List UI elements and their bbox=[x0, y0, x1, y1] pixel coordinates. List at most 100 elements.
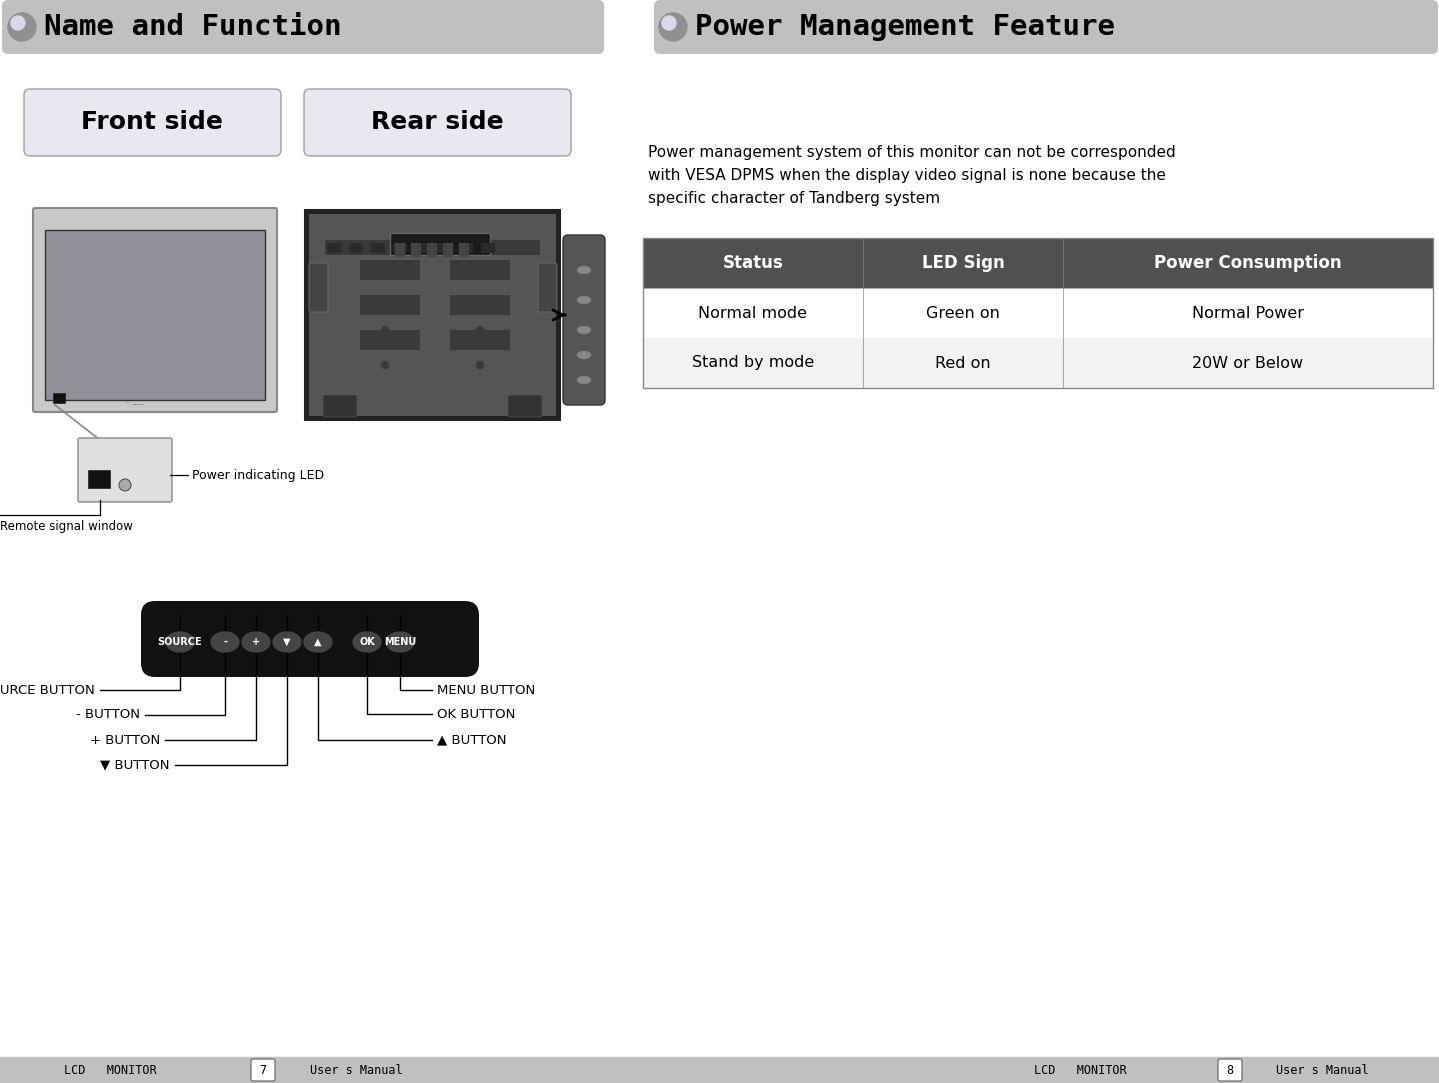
Ellipse shape bbox=[386, 632, 414, 652]
Ellipse shape bbox=[304, 632, 332, 652]
Circle shape bbox=[476, 326, 484, 334]
Text: Power Consumption: Power Consumption bbox=[1154, 255, 1341, 272]
Bar bbox=[643, 238, 1433, 388]
Text: Normal mode: Normal mode bbox=[698, 305, 807, 321]
Text: Power indicating LED: Power indicating LED bbox=[191, 469, 324, 482]
Text: LCD   MONITOR: LCD MONITOR bbox=[63, 1064, 157, 1077]
Bar bbox=[643, 338, 1433, 388]
Text: LED Sign: LED Sign bbox=[921, 255, 1004, 272]
Ellipse shape bbox=[165, 632, 194, 652]
Text: ▼ BUTTON: ▼ BUTTON bbox=[101, 758, 170, 771]
Text: 8: 8 bbox=[1226, 1064, 1233, 1077]
Bar bbox=[450, 260, 509, 280]
Bar bbox=[414, 243, 429, 253]
Text: Front side: Front side bbox=[81, 110, 223, 134]
Text: Power management system of this monitor can not be corresponded
with VESA DPMS w: Power management system of this monitor … bbox=[648, 145, 1176, 206]
Text: User s Manual: User s Manual bbox=[1276, 1064, 1368, 1077]
Bar bbox=[360, 330, 420, 350]
Bar bbox=[459, 243, 469, 257]
Bar bbox=[360, 260, 420, 280]
Ellipse shape bbox=[577, 296, 591, 304]
Circle shape bbox=[659, 13, 686, 41]
Bar bbox=[643, 238, 1433, 288]
Text: 20W or Below: 20W or Below bbox=[1193, 355, 1304, 370]
Text: +: + bbox=[252, 637, 260, 647]
FancyBboxPatch shape bbox=[33, 208, 276, 412]
Bar bbox=[0, 1057, 1439, 1083]
Bar bbox=[450, 330, 509, 350]
FancyBboxPatch shape bbox=[24, 89, 281, 156]
Ellipse shape bbox=[577, 326, 591, 334]
Bar bbox=[427, 243, 437, 257]
FancyBboxPatch shape bbox=[309, 263, 328, 312]
Circle shape bbox=[662, 16, 676, 30]
Bar bbox=[394, 243, 404, 257]
Circle shape bbox=[119, 479, 131, 491]
Bar bbox=[371, 243, 386, 253]
Text: LCD   MONITOR: LCD MONITOR bbox=[1033, 1064, 1127, 1077]
Text: Power Management Feature: Power Management Feature bbox=[695, 13, 1115, 41]
Bar bbox=[437, 243, 450, 253]
Bar bbox=[450, 295, 509, 315]
Bar bbox=[481, 243, 495, 253]
Bar bbox=[459, 243, 473, 253]
Bar bbox=[412, 243, 422, 257]
FancyBboxPatch shape bbox=[538, 263, 557, 312]
Ellipse shape bbox=[242, 632, 271, 652]
Text: SOURCE: SOURCE bbox=[158, 637, 203, 647]
Ellipse shape bbox=[273, 632, 301, 652]
Circle shape bbox=[381, 362, 389, 368]
Bar bbox=[305, 210, 560, 420]
FancyBboxPatch shape bbox=[78, 438, 173, 503]
Bar bbox=[643, 288, 1433, 338]
Circle shape bbox=[381, 326, 389, 334]
Text: OK BUTTON: OK BUTTON bbox=[437, 707, 515, 720]
Bar bbox=[360, 295, 420, 315]
Text: - BUTTON: - BUTTON bbox=[76, 708, 140, 721]
Bar bbox=[309, 214, 555, 416]
FancyBboxPatch shape bbox=[322, 395, 357, 417]
FancyBboxPatch shape bbox=[653, 0, 1438, 54]
Text: Normal Power: Normal Power bbox=[1191, 305, 1304, 321]
Ellipse shape bbox=[577, 266, 591, 274]
Ellipse shape bbox=[577, 351, 591, 358]
Text: SOURCE BUTTON: SOURCE BUTTON bbox=[0, 683, 95, 696]
Circle shape bbox=[9, 13, 36, 41]
Bar bbox=[443, 243, 453, 257]
FancyBboxPatch shape bbox=[563, 235, 604, 405]
Text: OK: OK bbox=[360, 637, 376, 647]
Ellipse shape bbox=[577, 376, 591, 384]
Bar bbox=[45, 230, 265, 400]
Bar bbox=[53, 393, 65, 403]
Text: -: - bbox=[223, 637, 227, 647]
Text: .. ___: .. ___ bbox=[127, 399, 144, 405]
Text: ▲: ▲ bbox=[314, 637, 322, 647]
Text: ▼: ▼ bbox=[283, 637, 291, 647]
Text: MENU: MENU bbox=[384, 637, 416, 647]
FancyBboxPatch shape bbox=[1217, 1059, 1242, 1081]
Bar bbox=[327, 243, 341, 253]
Text: + BUTTON: + BUTTON bbox=[89, 733, 160, 746]
Text: MENU BUTTON: MENU BUTTON bbox=[437, 683, 535, 696]
Text: Name and Function: Name and Function bbox=[45, 13, 341, 41]
Circle shape bbox=[12, 16, 24, 30]
Text: 7: 7 bbox=[259, 1064, 266, 1077]
Bar bbox=[325, 240, 540, 255]
Text: Rear side: Rear side bbox=[371, 110, 504, 134]
Bar bbox=[390, 233, 491, 255]
FancyBboxPatch shape bbox=[508, 395, 543, 417]
Bar bbox=[350, 243, 363, 253]
Bar bbox=[393, 243, 407, 253]
Bar bbox=[88, 470, 109, 488]
FancyBboxPatch shape bbox=[304, 89, 571, 156]
Circle shape bbox=[476, 362, 484, 368]
Text: Remote signal window: Remote signal window bbox=[0, 520, 132, 533]
Text: Stand by mode: Stand by mode bbox=[692, 355, 814, 370]
FancyBboxPatch shape bbox=[1, 0, 604, 54]
Ellipse shape bbox=[212, 632, 239, 652]
Ellipse shape bbox=[353, 632, 381, 652]
Text: Red on: Red on bbox=[935, 355, 991, 370]
Text: User s Manual: User s Manual bbox=[309, 1064, 403, 1077]
Text: ▲ BUTTON: ▲ BUTTON bbox=[437, 733, 507, 746]
FancyBboxPatch shape bbox=[250, 1059, 275, 1081]
